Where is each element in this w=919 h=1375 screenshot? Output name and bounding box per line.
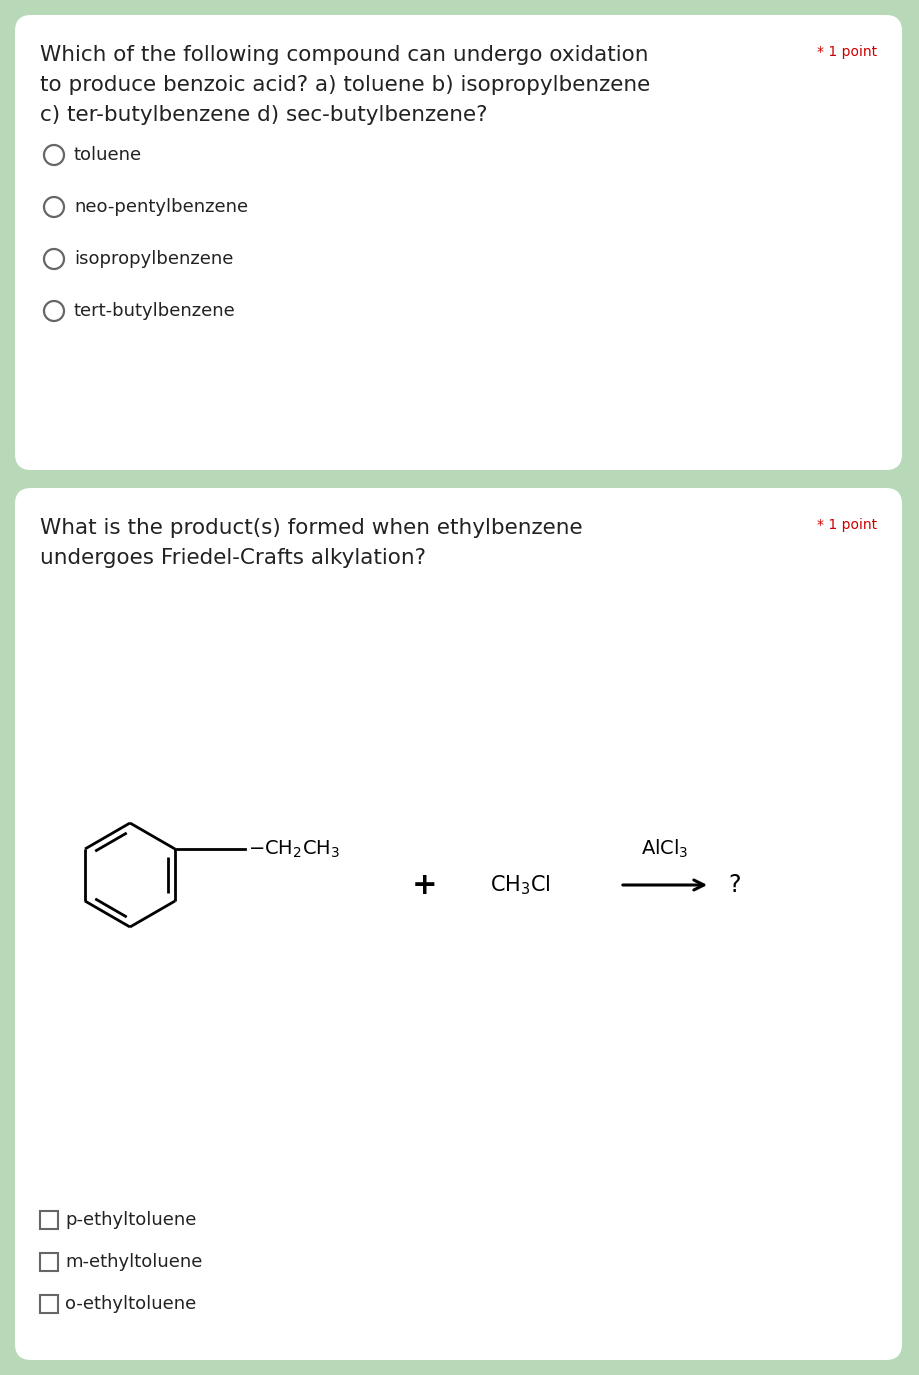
FancyBboxPatch shape: [15, 15, 902, 470]
Text: $\mathregular{AlCl_3}$: $\mathregular{AlCl_3}$: [641, 837, 688, 859]
FancyBboxPatch shape: [40, 1295, 58, 1313]
Text: toluene: toluene: [74, 146, 142, 164]
Text: $\mathregular{-CH_2CH_3}$: $\mathregular{-CH_2CH_3}$: [248, 839, 340, 859]
Text: $\mathregular{CH_3Cl}$: $\mathregular{CH_3Cl}$: [490, 873, 550, 896]
Text: * 1 point: * 1 point: [817, 45, 877, 59]
Text: m-ethyltoluene: m-ethyltoluene: [65, 1253, 202, 1270]
FancyBboxPatch shape: [40, 1211, 58, 1229]
Text: ?: ?: [728, 873, 741, 896]
Text: neo-pentylbenzene: neo-pentylbenzene: [74, 198, 248, 216]
Text: What is the product(s) formed when ethylbenzene: What is the product(s) formed when ethyl…: [40, 518, 583, 538]
FancyBboxPatch shape: [40, 1253, 58, 1270]
Text: +: +: [413, 870, 437, 899]
Text: undergoes Friedel-Crafts alkylation?: undergoes Friedel-Crafts alkylation?: [40, 549, 426, 568]
Text: tert-butylbenzene: tert-butylbenzene: [74, 302, 236, 320]
Text: * 1 point: * 1 point: [817, 518, 877, 532]
Text: o-ethyltoluene: o-ethyltoluene: [65, 1295, 197, 1313]
Text: Which of the following compound can undergo oxidation: Which of the following compound can unde…: [40, 45, 649, 65]
Text: to produce benzoic acid? a) toluene b) isopropylbenzene: to produce benzoic acid? a) toluene b) i…: [40, 76, 651, 95]
Text: p-ethyltoluene: p-ethyltoluene: [65, 1211, 197, 1229]
Text: c) ter-butylbenzene d) sec-butylbenzene?: c) ter-butylbenzene d) sec-butylbenzene?: [40, 104, 487, 125]
FancyBboxPatch shape: [15, 488, 902, 1360]
Text: isopropylbenzene: isopropylbenzene: [74, 250, 233, 268]
